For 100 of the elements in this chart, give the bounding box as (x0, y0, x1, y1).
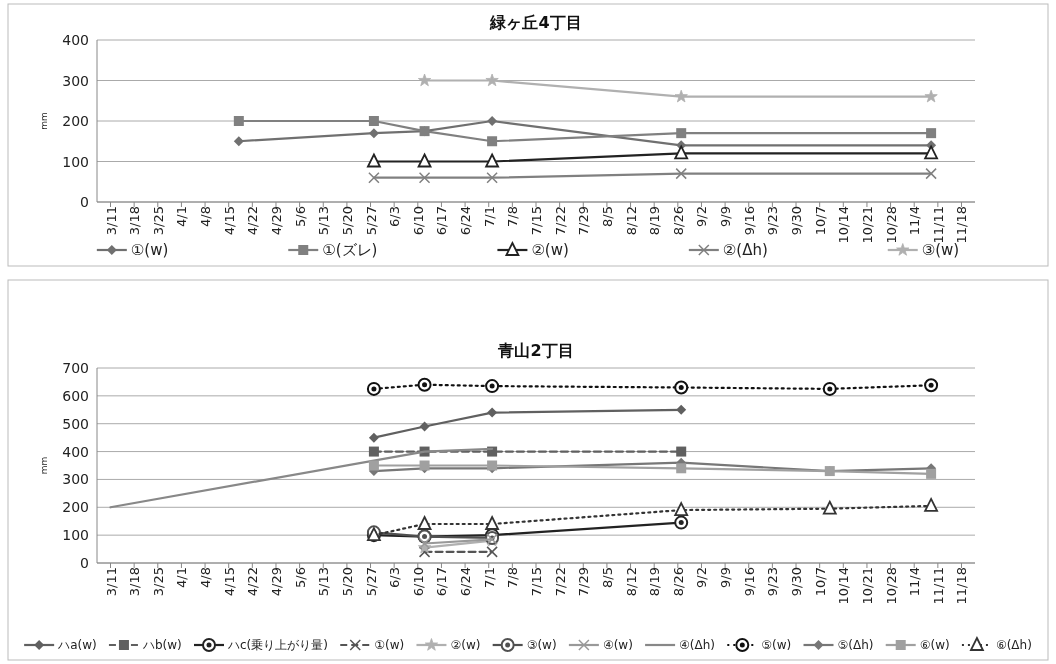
point (418, 546, 431, 558)
legend-label: ⑤(w) (761, 638, 792, 653)
x-tick-label: 9/9 (718, 567, 734, 588)
x-tick-label: 7/22 (552, 206, 568, 236)
x-tick-label: 9/30 (789, 567, 805, 597)
y-tick-label: 100 (62, 153, 89, 170)
x-tick-label: 4/29 (268, 567, 284, 597)
legend-label: ②(Δh) (722, 241, 768, 260)
legend-label: ①(w) (130, 241, 169, 260)
x-tick-label: 6/3 (387, 206, 403, 227)
x-tick-label: 10/7 (812, 206, 828, 236)
y-tick-label: 0 (80, 194, 89, 210)
point (368, 171, 380, 184)
y-tick-label: 300 (62, 72, 89, 89)
x-tick-label: 7/1 (481, 567, 497, 588)
legend-label: ハa(w) (57, 638, 97, 653)
point (486, 546, 498, 558)
x-tick-label: 10/14 (836, 567, 852, 605)
x-tick-label: 5/13 (316, 567, 332, 597)
x-tick-label: 10/7 (812, 567, 828, 597)
x-tick-label: 4/1 (174, 206, 190, 227)
x-tick-label: 9/23 (765, 567, 781, 597)
y-tick-label: 300 (62, 471, 89, 488)
x-tick-label: 8/19 (647, 206, 663, 236)
x-tick-label: 3/18 (127, 206, 143, 236)
x-tick-label: 5/6 (292, 567, 308, 588)
point (417, 73, 432, 87)
x-tick-label: 11/4 (907, 567, 923, 597)
x-tick-label: 10/28 (883, 206, 899, 244)
legend-label: ⑤(Δh) (837, 638, 874, 653)
x-tick-label: 9/16 (741, 206, 757, 236)
legend-label: ハc(乗り上がり量) (227, 638, 328, 653)
point (487, 136, 498, 147)
y-tick-label: 200 (62, 499, 89, 516)
point (486, 171, 498, 184)
x-tick-label: 4/22 (245, 206, 261, 236)
x-tick-label: 8/5 (599, 567, 615, 588)
y-tick-label: 400 (62, 32, 89, 48)
x-tick-label: 6/3 (387, 567, 403, 588)
x-tick-label: 8/26 (670, 567, 686, 597)
x-tick-label: 5/6 (292, 206, 308, 227)
legend-label: ①(ズレ) (322, 241, 378, 260)
y-tick-label: 400 (62, 443, 89, 460)
point (417, 377, 432, 392)
point (676, 463, 687, 474)
point (674, 89, 688, 103)
point (368, 460, 379, 471)
x-tick-label: 8/26 (670, 206, 686, 236)
point (676, 128, 687, 139)
y-axis-title: mm (39, 112, 49, 130)
x-tick-label: 11/11 (930, 206, 946, 244)
point (368, 128, 379, 139)
chart-title: 青山2丁目 (497, 341, 574, 360)
x-tick-label: 3/11 (103, 206, 119, 236)
x-tick-label: 3/25 (150, 567, 166, 597)
point (924, 497, 938, 512)
legend-label: ③(w) (526, 638, 557, 653)
legend-label: ②(w) (450, 638, 481, 653)
y-tick-label: 0 (80, 555, 89, 571)
x-tick-label: 3/25 (150, 206, 166, 236)
point (924, 89, 938, 103)
x-tick-label: 9/9 (718, 206, 734, 227)
x-tick-label: 9/2 (694, 206, 710, 227)
x-tick-label: 4/29 (268, 206, 284, 236)
x-tick-label: 11/18 (954, 206, 970, 244)
point (368, 432, 379, 443)
x-tick-label: 5/27 (363, 567, 379, 597)
x-tick-label: 5/20 (339, 567, 355, 597)
x-tick-label: 9/16 (741, 567, 757, 597)
point (418, 537, 431, 550)
point (487, 116, 498, 126)
x-tick-label: 4/15 (221, 567, 237, 597)
x-tick-label: 5/20 (339, 206, 355, 236)
x-tick-label: 11/11 (930, 567, 946, 605)
x-tick-label: 10/14 (836, 206, 852, 244)
legend-label: ④(Δh) (679, 638, 716, 653)
x-tick-label: 7/8 (505, 567, 521, 588)
x-tick-label: 7/1 (481, 206, 497, 227)
x-tick-label: 6/17 (434, 206, 450, 236)
x-tick-label: 10/21 (859, 206, 875, 244)
x-tick-label: 11/18 (954, 567, 970, 605)
point (233, 136, 244, 147)
point (487, 407, 498, 418)
x-tick-label: 11/4 (907, 206, 923, 236)
point (822, 500, 837, 515)
point (368, 446, 379, 457)
x-tick-label: 8/12 (623, 567, 639, 597)
x-tick-label: 8/5 (599, 206, 615, 227)
legend-label: ハb(w) (141, 638, 182, 653)
chart-title: 緑ヶ丘4丁目 (489, 13, 582, 32)
x-tick-label: 7/15 (529, 206, 544, 236)
legend-label: ②(w) (531, 241, 569, 260)
x-tick-label: 9/23 (765, 206, 781, 236)
y-axis-title: mm (39, 456, 49, 475)
x-tick-label: 4/8 (198, 567, 214, 588)
point (417, 153, 432, 168)
x-tick-label: 8/12 (623, 206, 639, 236)
legend-label: ⑥(Δh) (995, 638, 1032, 653)
x-tick-label: 4/15 (221, 206, 237, 236)
y-tick-label: 700 (62, 360, 89, 376)
